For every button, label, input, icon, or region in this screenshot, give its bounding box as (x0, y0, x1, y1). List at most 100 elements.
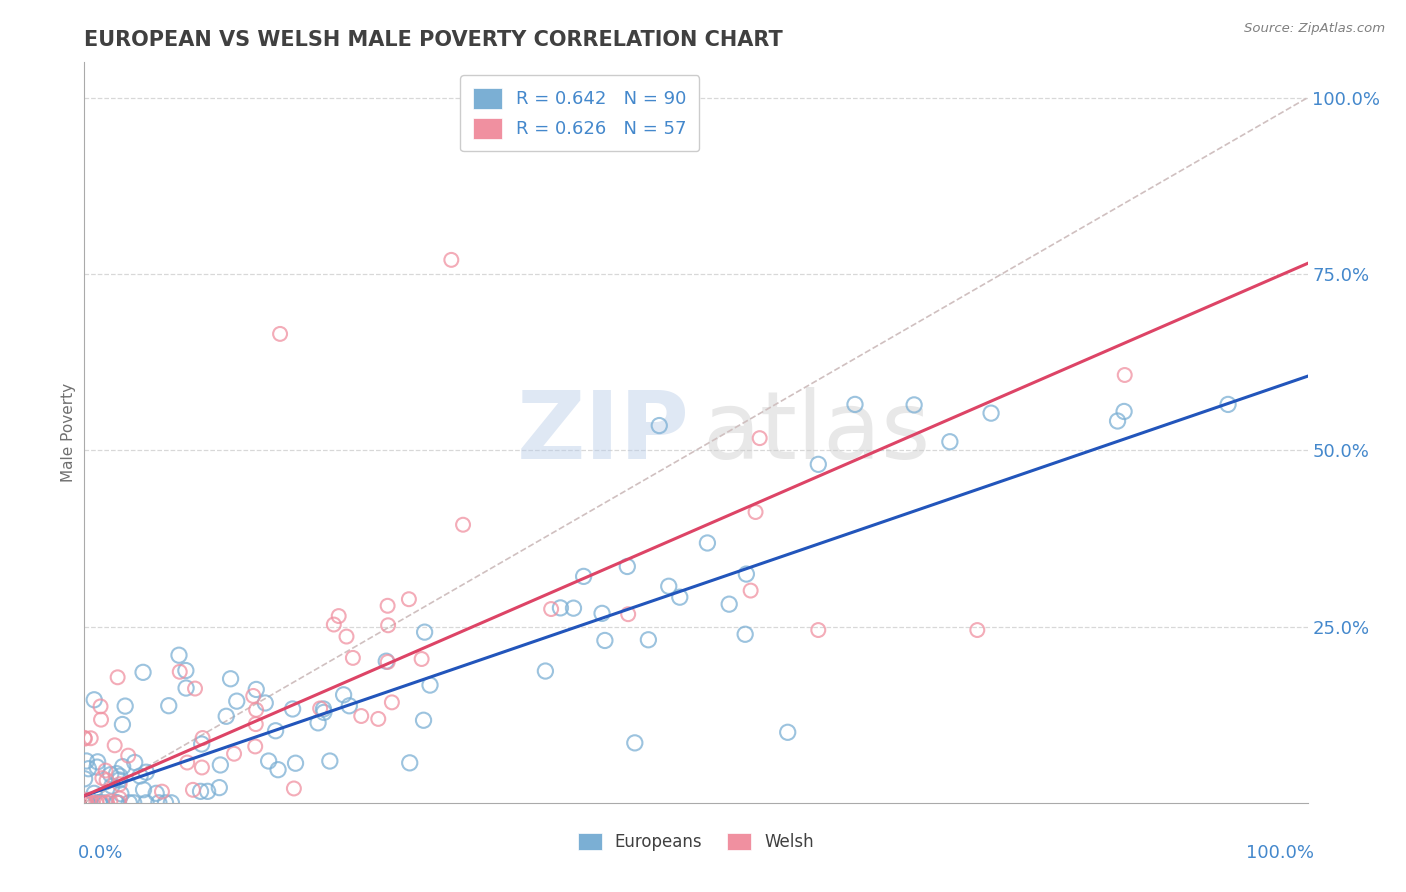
Point (174, 681, 197, 695)
Point (328, 609, 350, 624)
Point (381, 695, 404, 709)
Point (284, 756, 307, 771)
Point (96, 796, 118, 810)
Point (176, 756, 198, 770)
Point (124, 756, 146, 770)
Point (375, 654, 398, 668)
Point (73, 731, 96, 746)
Point (75, 796, 97, 810)
Point (219, 672, 242, 686)
Point (593, 633, 616, 648)
Point (73, 796, 96, 810)
Point (419, 678, 441, 692)
Point (83, 693, 105, 707)
Point (225, 694, 247, 708)
Point (100, 794, 122, 808)
Point (735, 567, 758, 582)
Point (94, 764, 117, 778)
Point (73, 772, 96, 786)
Point (966, 623, 988, 637)
Point (75, 793, 97, 807)
Point (80, 731, 103, 746)
Point (111, 717, 134, 731)
Point (90, 713, 112, 727)
Point (209, 758, 232, 772)
Point (73, 796, 96, 810)
Point (79, 796, 101, 810)
Point (150, 784, 173, 798)
Point (377, 599, 399, 613)
Point (312, 702, 335, 716)
Point (148, 796, 170, 810)
Point (332, 688, 354, 702)
Point (342, 651, 364, 665)
Point (108, 796, 131, 810)
Point (89, 796, 111, 810)
Point (108, 769, 131, 783)
Point (87, 796, 110, 810)
Legend: R = 0.642   N = 90, R = 0.626   N = 57: R = 0.642 N = 90, R = 0.626 N = 57 (460, 75, 699, 151)
Point (76, 796, 98, 810)
Point (94, 796, 117, 810)
Text: Source: ZipAtlas.com: Source: ZipAtlas.com (1244, 22, 1385, 36)
Point (91, 771, 114, 785)
Point (257, 754, 280, 768)
Point (267, 763, 290, 777)
Point (844, 397, 866, 411)
Point (155, 796, 177, 810)
Point (73, 731, 96, 745)
Point (740, 583, 762, 598)
Point (980, 406, 1002, 420)
Point (398, 756, 420, 770)
Point (79, 793, 101, 807)
Point (75, 754, 97, 768)
Point (377, 618, 399, 632)
Point (335, 630, 357, 644)
Text: ZIP: ZIP (517, 386, 690, 479)
Point (451, 517, 474, 532)
Point (245, 682, 267, 697)
Point (108, 772, 131, 787)
Point (73, 796, 96, 810)
Point (135, 765, 157, 780)
Point (191, 760, 214, 774)
Point (658, 579, 681, 593)
Point (132, 782, 155, 797)
Point (903, 398, 925, 412)
Point (90, 699, 112, 714)
Text: 0.0%: 0.0% (79, 844, 124, 862)
Point (398, 592, 420, 607)
Point (617, 607, 640, 622)
Point (440, 252, 463, 267)
FancyArrow shape (83, 799, 86, 803)
Point (222, 747, 245, 761)
Point (91, 796, 114, 810)
Point (215, 709, 238, 723)
Point (807, 623, 830, 637)
Point (776, 725, 799, 739)
Point (105, 766, 128, 780)
Point (208, 780, 231, 795)
Point (412, 713, 434, 727)
Point (184, 681, 207, 696)
Text: 100.0%: 100.0% (1246, 844, 1313, 862)
Point (89, 796, 111, 810)
Point (111, 760, 134, 774)
Point (157, 698, 180, 713)
Point (312, 706, 335, 720)
Point (264, 723, 287, 738)
Point (86, 760, 108, 774)
Point (75, 796, 97, 810)
Point (1114, 404, 1136, 418)
Point (169, 665, 191, 679)
Point (190, 737, 212, 751)
Point (562, 601, 585, 615)
Point (107, 670, 129, 684)
Point (100, 767, 122, 781)
Point (160, 796, 183, 810)
Point (132, 665, 155, 680)
Point (86, 755, 108, 769)
Point (83, 786, 105, 800)
Point (73, 796, 96, 810)
Point (337, 698, 360, 713)
